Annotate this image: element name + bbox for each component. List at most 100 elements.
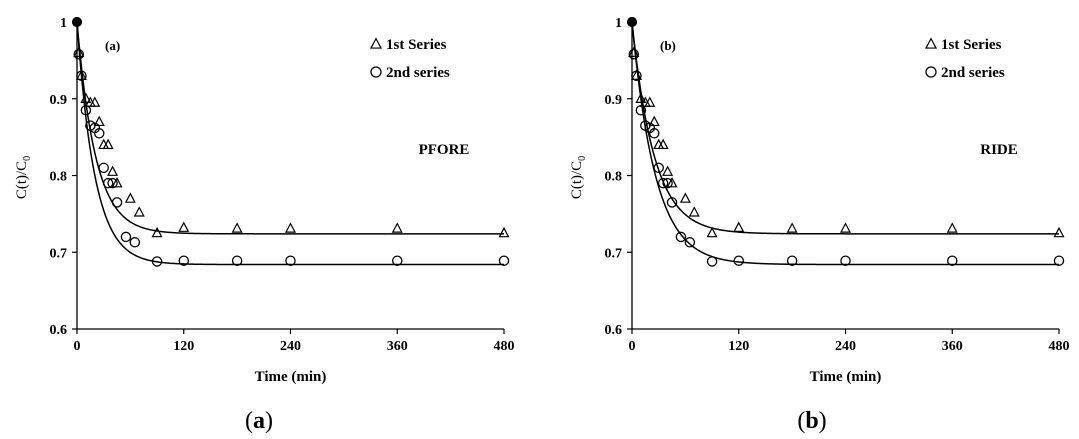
- legend-label-series-2: 2nd series: [941, 65, 1005, 81]
- data-point-triangle: [111, 177, 123, 188]
- x-tick-label: 480: [1049, 339, 1070, 354]
- data-point-circle: [662, 177, 673, 189]
- data-point-circle: [498, 255, 510, 266]
- y-tick-label: 0.7: [50, 246, 68, 261]
- y-axis-label-sub: 0: [22, 156, 33, 161]
- data-point-circle: [151, 256, 163, 267]
- y-tick-label: 0.6: [605, 323, 623, 338]
- chart-panel-a: 0.6 0.7 0.8 0.9 1 0 120 240 360 480 Time (min) C(t)…: [0, 0, 530, 439]
- data-point-origin: [627, 17, 637, 27]
- y-axis-label: C(t)/C0: [569, 156, 588, 199]
- x-tick-label: 120: [728, 339, 749, 354]
- data-point-triangle: [89, 96, 101, 107]
- caption-b: (b): [797, 408, 827, 434]
- data-point-triangle: [706, 226, 718, 238]
- chart-b-svg: 0.6 0.7 0.8 0.9 1 0 120 240 360 480 Time (min) C(t)…: [569, 16, 1070, 385]
- x-tick-label: 480: [494, 339, 515, 354]
- data-point-triangle: [285, 222, 296, 233]
- y-tick-label: 0.7: [605, 246, 623, 261]
- y-axis-label-main: C(t)/C: [569, 161, 585, 199]
- chart-panel-b: 0.6 0.7 0.8 0.9 1 0 120 240 360 480 Time (min) C(t)…: [555, 0, 1079, 439]
- data-point-triangle: [102, 138, 114, 150]
- data-point-triangle: [73, 46, 85, 57]
- y-tick-label: 0.8: [605, 170, 623, 185]
- data-point-circle: [98, 162, 109, 174]
- data-point-triangle: [733, 221, 745, 232]
- y-axis-label-sub: 0: [577, 156, 588, 161]
- data-point-circle: [684, 237, 696, 248]
- data-point-circle: [946, 255, 958, 266]
- data-point-circle: [107, 177, 118, 189]
- model-label: RIDE: [980, 142, 1018, 158]
- legend-triangle-marker: [925, 37, 937, 49]
- data-point-circle: [73, 48, 85, 60]
- data-point-triangle: [786, 222, 798, 233]
- data-point-triangle: [662, 165, 674, 176]
- x-tick-label: 240: [835, 339, 856, 354]
- x-tick-label: 120: [173, 339, 194, 354]
- data-point-triangle: [657, 138, 669, 150]
- chart-a-svg: 0.6 0.7 0.8 0.9 1 0 120 240 360 480 Time (min) C(t)…: [14, 16, 515, 385]
- caption-a-letter: a: [253, 408, 265, 434]
- legend-circle-marker: [925, 66, 937, 78]
- data-point-circle: [120, 231, 132, 243]
- x-tick-label: 0: [629, 339, 636, 354]
- data-point-triangle: [133, 206, 145, 217]
- y-axis-label: C(t)/C0: [14, 156, 33, 199]
- data-point-triangle: [80, 92, 92, 103]
- data-point-triangle: [635, 92, 647, 103]
- x-axis-label: Time (min): [255, 369, 327, 385]
- x-axis-label: Time (min): [810, 369, 882, 385]
- data-point-triangle: [75, 69, 87, 80]
- data-point-circle: [657, 177, 669, 189]
- data-point-circle: [102, 177, 114, 189]
- data-point-circle: [666, 197, 678, 208]
- data-point-triangle: [151, 226, 163, 238]
- fit-curve-series-1: [631, 21, 1059, 235]
- data-point-circle: [285, 255, 296, 266]
- data-point-origin: [72, 17, 82, 27]
- panel-label: (b): [660, 38, 676, 53]
- data-point-triangle: [498, 226, 510, 238]
- data-point-triangle: [679, 192, 691, 203]
- data-point-circle: [1053, 255, 1065, 266]
- legend-circle-marker: [370, 66, 382, 78]
- data-point-triangle: [644, 96, 656, 107]
- data-point-circle: [631, 70, 642, 81]
- data-point-triangle: [1053, 226, 1065, 238]
- legend-label-series-2: 2nd series: [386, 65, 450, 81]
- data-point-circle: [93, 128, 105, 139]
- data-point-triangle: [178, 221, 190, 232]
- data-point-circle: [733, 255, 744, 266]
- x-tick-label: 360: [942, 339, 963, 354]
- y-tick-label: 0.9: [50, 93, 68, 108]
- legend-triangle-marker: [370, 37, 382, 49]
- data-point-circle: [840, 255, 851, 266]
- data-point-triangle: [946, 222, 958, 233]
- data-point-circle: [706, 256, 718, 267]
- legend-label-series-1: 1st Series: [386, 37, 447, 53]
- panel-label: (a): [105, 38, 120, 53]
- data-point-circle: [231, 255, 243, 266]
- y-axis-label-main: C(t)/C: [14, 161, 30, 199]
- x-tick-label: 0: [74, 339, 81, 354]
- data-point-circle: [653, 162, 664, 174]
- fit-curve-series-2: [631, 21, 1059, 266]
- data-point-circle: [391, 255, 403, 266]
- data-point-triangle: [840, 222, 851, 233]
- y-tick-label: 1: [60, 16, 67, 31]
- data-point-triangle: [630, 69, 642, 80]
- legend-label-series-1: 1st Series: [941, 37, 1002, 53]
- caption-b-letter: b: [805, 408, 819, 434]
- fit-curve-series-1: [76, 21, 504, 235]
- data-point-circle: [648, 128, 660, 139]
- fit-curve-series-2: [76, 21, 504, 266]
- data-point-circle: [111, 197, 123, 208]
- data-point-triangle: [666, 177, 678, 188]
- data-point-circle: [628, 48, 640, 60]
- data-point-circle: [178, 255, 189, 266]
- data-point-circle: [76, 70, 87, 81]
- data-point-circle: [129, 237, 141, 248]
- y-tick-label: 0.6: [50, 323, 68, 338]
- y-tick-label: 0.9: [605, 93, 623, 108]
